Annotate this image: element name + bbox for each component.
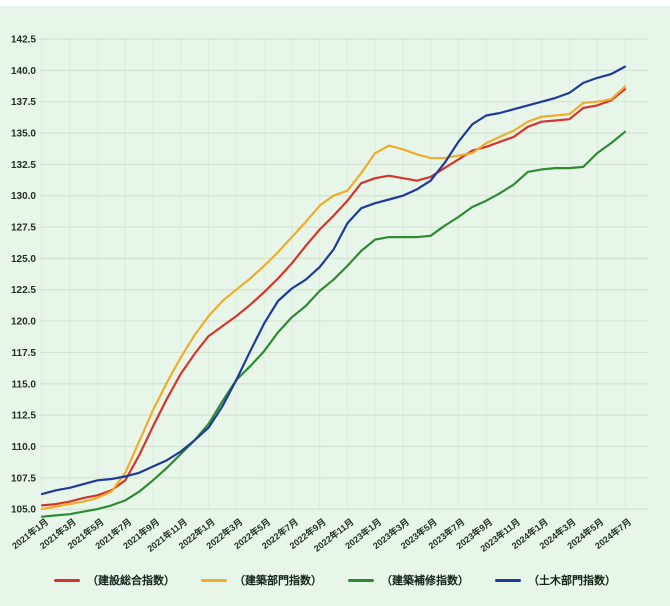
y-axis-tick-label: 130.0 bbox=[11, 191, 36, 202]
y-axis-tick-label: 140.0 bbox=[11, 66, 36, 77]
y-axis-tick-label: 135.0 bbox=[11, 129, 36, 140]
legend-label: （建設総合指数） bbox=[87, 575, 175, 587]
y-axis-tick-label: 107.5 bbox=[11, 473, 36, 484]
y-axis-tick-label: 115.0 bbox=[12, 379, 37, 390]
y-axis-tick-label: 125.0 bbox=[11, 254, 36, 265]
chart-legend: （建設総合指数） （建築部門指数） （建築補修指数） （土木部門指数） bbox=[0, 572, 670, 588]
legend-label: （建築補修指数） bbox=[381, 575, 469, 587]
legend-swatch-blue-line bbox=[495, 578, 521, 582]
y-axis-tick-label: 122.5 bbox=[11, 285, 36, 296]
legend-item-doboku-bumon: （土木部門指数） bbox=[495, 572, 616, 588]
series-line-0 bbox=[40, 87, 627, 507]
y-axis-tick-label: 120.0 bbox=[11, 317, 36, 328]
y-axis-tick-label: 137.5 bbox=[11, 97, 36, 108]
y-axis-tick-label: 142.5 bbox=[11, 35, 36, 46]
y-axis-tick-label: 112.5 bbox=[12, 411, 37, 422]
series-line-2 bbox=[40, 130, 627, 518]
legend-item-sougou: （建設総合指数） bbox=[54, 572, 175, 588]
legend-swatch-red-line bbox=[54, 578, 80, 582]
legend-label: （土木部門指数） bbox=[528, 575, 616, 587]
y-axis-tick-label: 132.5 bbox=[11, 160, 36, 171]
series-line-1 bbox=[40, 85, 627, 511]
legend-label: （建築部門指数） bbox=[234, 575, 322, 587]
legend-item-kenchiku-hoshu: （建築補修指数） bbox=[348, 572, 469, 588]
y-axis-tick-label: 105.0 bbox=[11, 505, 36, 516]
legend-swatch-green-line bbox=[348, 578, 374, 582]
y-axis-tick-label: 117.5 bbox=[12, 348, 37, 359]
legend-item-kenchiku-bumon: （建築部門指数） bbox=[201, 572, 322, 588]
series-line-3 bbox=[40, 65, 627, 496]
y-axis-tick-label: 127.5 bbox=[11, 223, 36, 234]
y-axis-tick-label: 110.0 bbox=[12, 442, 37, 453]
legend-swatch-orange-line bbox=[201, 578, 227, 582]
